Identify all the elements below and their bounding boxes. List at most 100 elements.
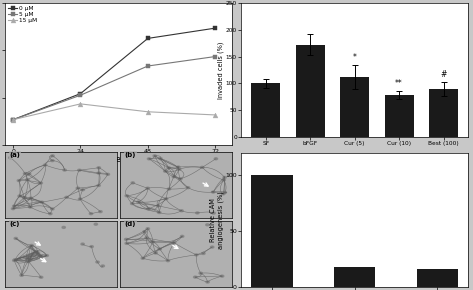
Circle shape xyxy=(131,203,134,205)
Circle shape xyxy=(9,157,12,159)
Circle shape xyxy=(172,176,175,178)
Circle shape xyxy=(63,169,66,171)
Bar xyxy=(251,83,280,137)
Circle shape xyxy=(195,254,198,256)
Circle shape xyxy=(143,231,146,233)
Circle shape xyxy=(141,257,145,259)
Circle shape xyxy=(97,184,100,186)
Circle shape xyxy=(13,259,17,261)
Circle shape xyxy=(39,276,43,278)
Circle shape xyxy=(94,223,97,225)
Line: 0 μM: 0 μM xyxy=(11,26,218,122)
Bar xyxy=(296,45,324,137)
Y-axis label: Invaded cells (%): Invaded cells (%) xyxy=(218,41,224,99)
Bar xyxy=(385,95,413,137)
Circle shape xyxy=(176,166,180,168)
Circle shape xyxy=(211,191,215,193)
Circle shape xyxy=(76,187,79,189)
Bar xyxy=(340,77,369,137)
15 μM xyxy=(145,110,150,113)
Circle shape xyxy=(23,197,26,199)
Circle shape xyxy=(28,206,32,208)
Circle shape xyxy=(167,167,170,169)
Circle shape xyxy=(81,189,85,191)
Circle shape xyxy=(159,157,162,160)
Circle shape xyxy=(27,173,31,175)
Circle shape xyxy=(158,211,161,213)
Circle shape xyxy=(179,178,182,180)
Circle shape xyxy=(39,182,43,184)
Circle shape xyxy=(51,155,54,157)
Circle shape xyxy=(96,261,99,263)
Circle shape xyxy=(44,164,47,166)
Circle shape xyxy=(181,235,184,237)
Circle shape xyxy=(26,258,29,260)
Circle shape xyxy=(81,243,84,245)
Circle shape xyxy=(180,210,183,212)
Circle shape xyxy=(125,195,129,197)
Circle shape xyxy=(165,198,168,200)
Circle shape xyxy=(90,246,93,248)
0 μM xyxy=(145,37,150,40)
15 μM xyxy=(10,118,16,122)
Circle shape xyxy=(11,208,15,210)
Circle shape xyxy=(223,191,227,193)
Circle shape xyxy=(131,182,134,184)
Circle shape xyxy=(30,244,33,246)
Text: **: ** xyxy=(395,79,403,88)
Circle shape xyxy=(106,173,110,175)
15 μM xyxy=(78,102,83,106)
Circle shape xyxy=(206,224,209,226)
Circle shape xyxy=(62,226,65,229)
Circle shape xyxy=(164,170,167,172)
Circle shape xyxy=(125,242,128,244)
Circle shape xyxy=(26,260,30,262)
Bar xyxy=(429,89,458,137)
Circle shape xyxy=(124,238,128,240)
Circle shape xyxy=(221,193,225,195)
15 μM xyxy=(212,113,218,117)
Circle shape xyxy=(79,198,82,200)
Circle shape xyxy=(24,173,27,175)
Circle shape xyxy=(34,251,37,253)
Circle shape xyxy=(26,179,29,181)
Text: (a): (a) xyxy=(9,152,20,158)
5 μM xyxy=(212,55,218,58)
Line: 15 μM: 15 μM xyxy=(11,102,218,122)
Circle shape xyxy=(151,241,155,243)
Circle shape xyxy=(214,158,218,160)
0 μM xyxy=(78,92,83,95)
Circle shape xyxy=(89,213,93,215)
Circle shape xyxy=(206,281,209,283)
Circle shape xyxy=(186,187,190,189)
Circle shape xyxy=(51,208,54,210)
Circle shape xyxy=(14,238,18,240)
Circle shape xyxy=(13,260,16,262)
X-axis label: Time (h): Time (h) xyxy=(103,155,134,164)
Circle shape xyxy=(97,172,100,174)
Bar xyxy=(251,175,293,287)
Circle shape xyxy=(199,272,202,274)
Circle shape xyxy=(36,252,40,254)
Circle shape xyxy=(49,213,52,215)
Circle shape xyxy=(78,169,81,171)
0 μM xyxy=(212,26,218,30)
Circle shape xyxy=(158,248,161,250)
Text: (c): (c) xyxy=(9,221,19,227)
Circle shape xyxy=(153,155,157,157)
Text: *: * xyxy=(353,53,357,62)
Text: #: # xyxy=(440,70,447,79)
Legend: 0 μM, 5 μM, 15 μM: 0 μM, 5 μM, 15 μM xyxy=(8,6,37,24)
Circle shape xyxy=(146,228,149,230)
Circle shape xyxy=(193,276,197,278)
Bar xyxy=(417,269,458,287)
Line: 5 μM: 5 μM xyxy=(11,54,218,122)
Circle shape xyxy=(173,242,176,244)
Circle shape xyxy=(212,212,215,214)
Circle shape xyxy=(157,205,160,207)
Circle shape xyxy=(145,237,149,239)
Circle shape xyxy=(220,275,224,277)
Circle shape xyxy=(40,201,44,203)
Circle shape xyxy=(222,179,226,181)
Text: bFGF + inhibitors (μM): bFGF + inhibitors (μM) xyxy=(319,171,390,175)
